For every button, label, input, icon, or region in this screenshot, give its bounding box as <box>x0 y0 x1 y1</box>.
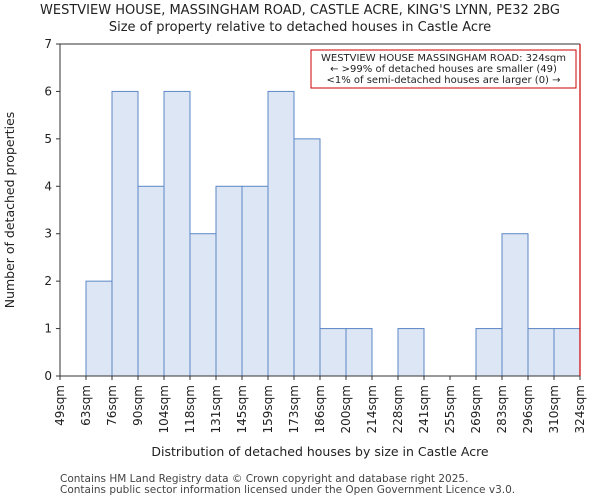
x-tick-label: 49sqm <box>53 385 67 426</box>
bar-159sqm <box>267 90 295 377</box>
y-tick-label: 0 <box>44 369 52 383</box>
bar-104sqm <box>163 90 191 377</box>
x-axis-label: Distribution of detached houses by size … <box>151 444 489 459</box>
x-tick-label: 173sqm <box>287 385 301 433</box>
bar-131sqm <box>215 185 243 377</box>
x-tick-label: 324sqm <box>573 385 587 433</box>
y-tick-label: 4 <box>44 179 52 193</box>
x-tick-label: 241sqm <box>417 385 431 433</box>
chart-title: WESTVIEW HOUSE, MASSINGHAM ROAD, CASTLE … <box>40 3 560 18</box>
y-tick-label: 6 <box>44 84 52 98</box>
annotation-box <box>310 49 577 89</box>
x-tick-label: 269sqm <box>469 385 483 433</box>
x-tick-label: 296sqm <box>521 385 535 433</box>
x-tick-label: 131sqm <box>209 385 223 433</box>
bar-76sqm <box>111 90 139 377</box>
bar-228sqm <box>397 328 425 377</box>
annotation-line: ← >99% of detached houses are smaller (4… <box>330 64 557 75</box>
chart-subtitle: Size of property relative to detached ho… <box>108 20 492 35</box>
footer-copyright: Contains HM Land Registry data © Crown c… <box>60 473 469 485</box>
bar-310sqm <box>553 328 581 377</box>
bar-63sqm <box>85 280 113 377</box>
x-tick-label: 310sqm <box>547 385 561 433</box>
y-axis-label: Number of detached properties <box>2 112 17 309</box>
y-tick-label: 5 <box>44 132 52 146</box>
x-tick-label: 63sqm <box>79 385 93 426</box>
bar-118sqm <box>189 233 217 377</box>
x-tick-label: 255sqm <box>443 385 457 433</box>
x-tick-label: 90sqm <box>131 385 145 426</box>
y-tick-label: 2 <box>44 274 52 288</box>
x-tick-label: 104sqm <box>157 385 171 433</box>
y-tick-label: 3 <box>44 227 52 241</box>
bar-200sqm <box>345 328 373 377</box>
x-tick-label: 200sqm <box>339 385 353 433</box>
y-tick-label: 7 <box>44 37 52 51</box>
bar-173sqm <box>293 138 321 377</box>
x-tick-label: 145sqm <box>235 385 249 433</box>
x-tick-label: 283sqm <box>495 385 509 433</box>
bar-145sqm <box>241 185 269 377</box>
footer-licence: Contains public sector information licen… <box>60 484 516 496</box>
x-tick-label: 186sqm <box>313 385 327 433</box>
bar-296sqm <box>527 328 555 377</box>
bar-283sqm <box>501 233 529 377</box>
annotation-line: <1% of semi-detached houses are larger (… <box>326 75 560 86</box>
x-tick-label: 76sqm <box>105 385 119 426</box>
x-tick-label: 118sqm <box>183 385 197 433</box>
bar-186sqm <box>319 328 347 377</box>
annotation-line: WESTVIEW HOUSE MASSINGHAM ROAD: 324sqm <box>321 53 566 64</box>
bar-269sqm <box>475 328 503 377</box>
x-tick-label: 228sqm <box>391 385 405 433</box>
y-tick-label: 1 <box>44 322 52 336</box>
x-tick-label: 159sqm <box>261 385 275 433</box>
x-tick-label: 214sqm <box>365 385 379 433</box>
bar-90sqm <box>137 185 165 377</box>
